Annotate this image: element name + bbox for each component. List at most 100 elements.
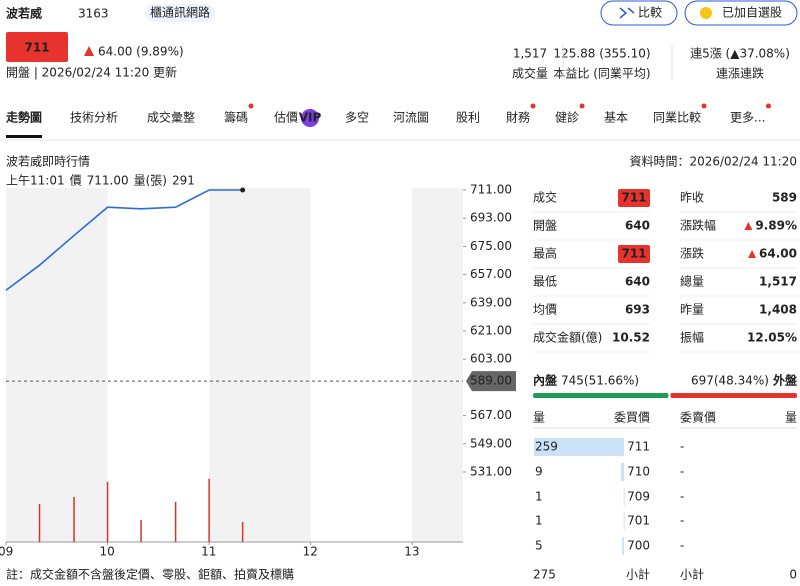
summary-label: 昨量 — [680, 303, 704, 317]
bid-volume: 1 — [535, 490, 543, 504]
inner-info: (51.66%) — [584, 374, 639, 388]
hover-info: 711.00 — [87, 174, 129, 188]
inner-info: 745 — [561, 374, 584, 388]
tab[interactable]: 健診 — [555, 110, 579, 125]
reference-tag — [466, 371, 516, 392]
volume-bar — [73, 496, 75, 542]
stat-value: 連5漲 (▲37.08%) — [690, 47, 790, 61]
tag — [145, 4, 215, 22]
bid-bar — [620, 463, 624, 481]
tab[interactable]: 估價 — [274, 111, 298, 125]
hover-info: 價 — [70, 174, 82, 188]
bid-volume: 9 — [535, 465, 543, 479]
summary-label: 均價 — [533, 303, 557, 317]
volume-bar — [174, 501, 177, 542]
tab[interactable]: 股利 — [456, 111, 480, 125]
hover-info: 上午11:01 — [6, 174, 65, 188]
stat-value: 125.88 (355.10) — [553, 47, 650, 61]
book-header: 量 — [533, 411, 545, 425]
summary-value: 64.00 — [759, 247, 797, 261]
up-arrow — [748, 250, 757, 258]
reference-label: 589.00 — [470, 374, 512, 388]
watchlist-label[interactable]: 已加自選股 — [722, 6, 782, 20]
outer-info: 697 — [691, 374, 714, 388]
tab[interactable]: 河流圖 — [393, 111, 429, 125]
y-tick-label: 711.00 — [470, 183, 512, 197]
tab[interactable]: 同業比較 — [653, 110, 701, 125]
tab-underline — [6, 135, 43, 138]
x-tick-label: 09 — [0, 545, 13, 559]
y-tick-label: 675.00 — [470, 239, 512, 253]
ask-price: - — [680, 440, 684, 454]
tab[interactable]: 籌碼 — [224, 111, 248, 125]
hover-info: 量(張) — [134, 174, 167, 188]
summary-label: 總量 — [680, 274, 704, 289]
summary-value: 10.52 — [612, 331, 650, 345]
vip-badge — [301, 109, 320, 127]
y-tick-label: 567.00 — [470, 408, 512, 422]
summary-value: 711 — [621, 191, 646, 205]
bid-price: 701 — [627, 514, 650, 528]
compare-icon — [619, 7, 635, 19]
book-header: 委買價 — [614, 411, 650, 425]
star-icon — [700, 7, 712, 19]
ask-price: - — [680, 490, 684, 504]
tab[interactable]: 技術分析 — [70, 111, 118, 125]
compare-button[interactable] — [600, 0, 678, 26]
bid-volume: 259 — [535, 440, 558, 454]
tab-dot — [765, 103, 771, 109]
tab[interactable]: 更多... — [730, 111, 765, 125]
volume-bar — [106, 481, 109, 542]
summary-value: 1,408 — [759, 303, 797, 317]
volume-bar — [208, 478, 210, 542]
summary-value: 9.89% — [755, 219, 797, 233]
tab-dot — [579, 103, 585, 109]
summary-label: 漲跌幅 — [680, 218, 716, 233]
volume-bar — [140, 519, 142, 542]
x-tick-label: 12 — [303, 545, 318, 559]
bid-bar — [623, 512, 625, 530]
book-header: 委賣價 — [680, 410, 716, 425]
x-tick-label: 10 — [100, 545, 115, 559]
ask-price: - — [680, 465, 684, 479]
compare-label[interactable]: 比較 — [638, 5, 662, 20]
tab[interactable]: 成交彙整 — [147, 110, 195, 125]
tab[interactable]: 基本 — [604, 111, 628, 125]
section-title: 波若威即時行情 — [6, 155, 90, 169]
y-tick-label: 603.00 — [470, 352, 512, 366]
volume-bar — [241, 522, 244, 542]
x-tick-label: 13 — [404, 545, 419, 559]
watchlist-button[interactable] — [684, 0, 798, 26]
x-tick-label: 11 — [201, 545, 216, 559]
book-total: 0 — [789, 568, 797, 582]
bid-bar — [623, 488, 625, 506]
tab[interactable]: 多空 — [345, 111, 369, 125]
white-band — [107, 188, 210, 542]
status: 開盤 | 2026/02/24 11:20 更新 — [6, 65, 177, 80]
stock-name: 波若威 — [6, 6, 42, 21]
summary-value: 711 — [621, 247, 646, 261]
y-tick-label: 639.00 — [470, 295, 512, 309]
tag-label: 櫃通訊網路 — [150, 5, 210, 20]
y-tick-label: 657.00 — [470, 267, 512, 281]
book-total: 小計 — [626, 567, 650, 582]
stat-label: 成交量 — [512, 66, 548, 81]
ask-price: - — [680, 514, 684, 528]
up-arrow — [744, 222, 753, 230]
summary-value: 589 — [772, 191, 797, 205]
y-tick-label: 621.00 — [470, 324, 512, 338]
price-box — [6, 32, 68, 62]
vip-label: VIP — [299, 111, 322, 125]
tab[interactable]: 走勢圖 — [6, 110, 42, 125]
hover-info: 291 — [172, 174, 195, 188]
book-header: 量 — [785, 411, 797, 425]
bid-volume: 5 — [535, 539, 543, 553]
inner-info: 內盤 — [533, 373, 558, 388]
stat-label: 連漲連跌 — [716, 66, 764, 81]
price-line — [5, 189, 243, 291]
tab[interactable]: 財務 — [506, 110, 530, 125]
summary-label: 振幅 — [680, 330, 704, 345]
summary-label: 昨收 — [680, 191, 704, 205]
bid-bar — [534, 438, 624, 456]
